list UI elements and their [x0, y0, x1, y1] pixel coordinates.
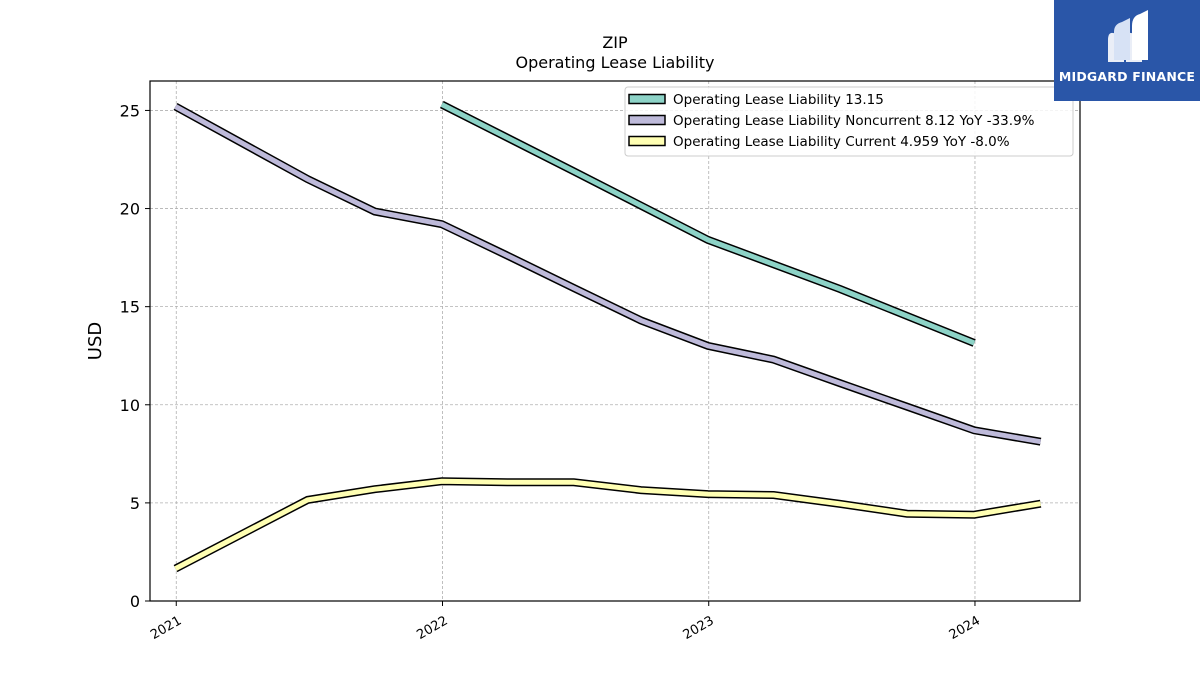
legend: Operating Lease Liability 13.15 Operating… [624, 86, 1074, 157]
y-tick-label: 0 [130, 592, 140, 611]
series-layer [173, 100, 1042, 573]
legend-label: Operating Lease Liability 13.15 [673, 92, 884, 108]
series-line [440, 102, 976, 346]
y-tick-label: 20 [120, 200, 140, 219]
plot-frame [149, 80, 1081, 602]
x-tick-label: 2022 [414, 613, 450, 643]
chart-title: ZIP [602, 33, 628, 52]
series-line-outline [173, 477, 1042, 573]
series-3 [173, 477, 1042, 573]
legend-swatch [628, 93, 666, 105]
series-line-outline [173, 102, 1042, 446]
series-line [174, 104, 1042, 445]
chart-subtitle: Operating Lease Liability [515, 53, 714, 72]
legend-label: Operating Lease Liability Noncurrent 8.1… [673, 113, 1035, 129]
y-axis-label: USD [85, 322, 106, 360]
x-tick-label: 2021 [148, 613, 184, 643]
brand-name: MIDGARD FINANCE [1058, 69, 1196, 84]
legend-label: Operating Lease Liability Current 4.959 … [673, 134, 1010, 150]
midgard-logo-icon [1108, 10, 1148, 62]
series-line [174, 478, 1042, 571]
series-1 [439, 100, 976, 347]
legend-box [624, 86, 1074, 157]
x-tick-label: 2023 [681, 613, 717, 643]
y-tick-label: 5 [130, 494, 140, 513]
series-2 [173, 102, 1042, 446]
legend-swatch [628, 114, 666, 126]
grid-lines [150, 81, 1080, 601]
y-tick-label: 10 [120, 396, 140, 415]
y-tick-label: 25 [120, 101, 140, 120]
legend-swatch [628, 135, 666, 147]
axes-ticks: 0 5 10 15 20 25 2021 2022 2023 2024 [120, 101, 983, 643]
brand-logo: MIDGARD FINANCE [1054, 0, 1200, 101]
y-tick-label: 15 [120, 298, 140, 317]
x-tick-label: 2024 [947, 613, 983, 643]
